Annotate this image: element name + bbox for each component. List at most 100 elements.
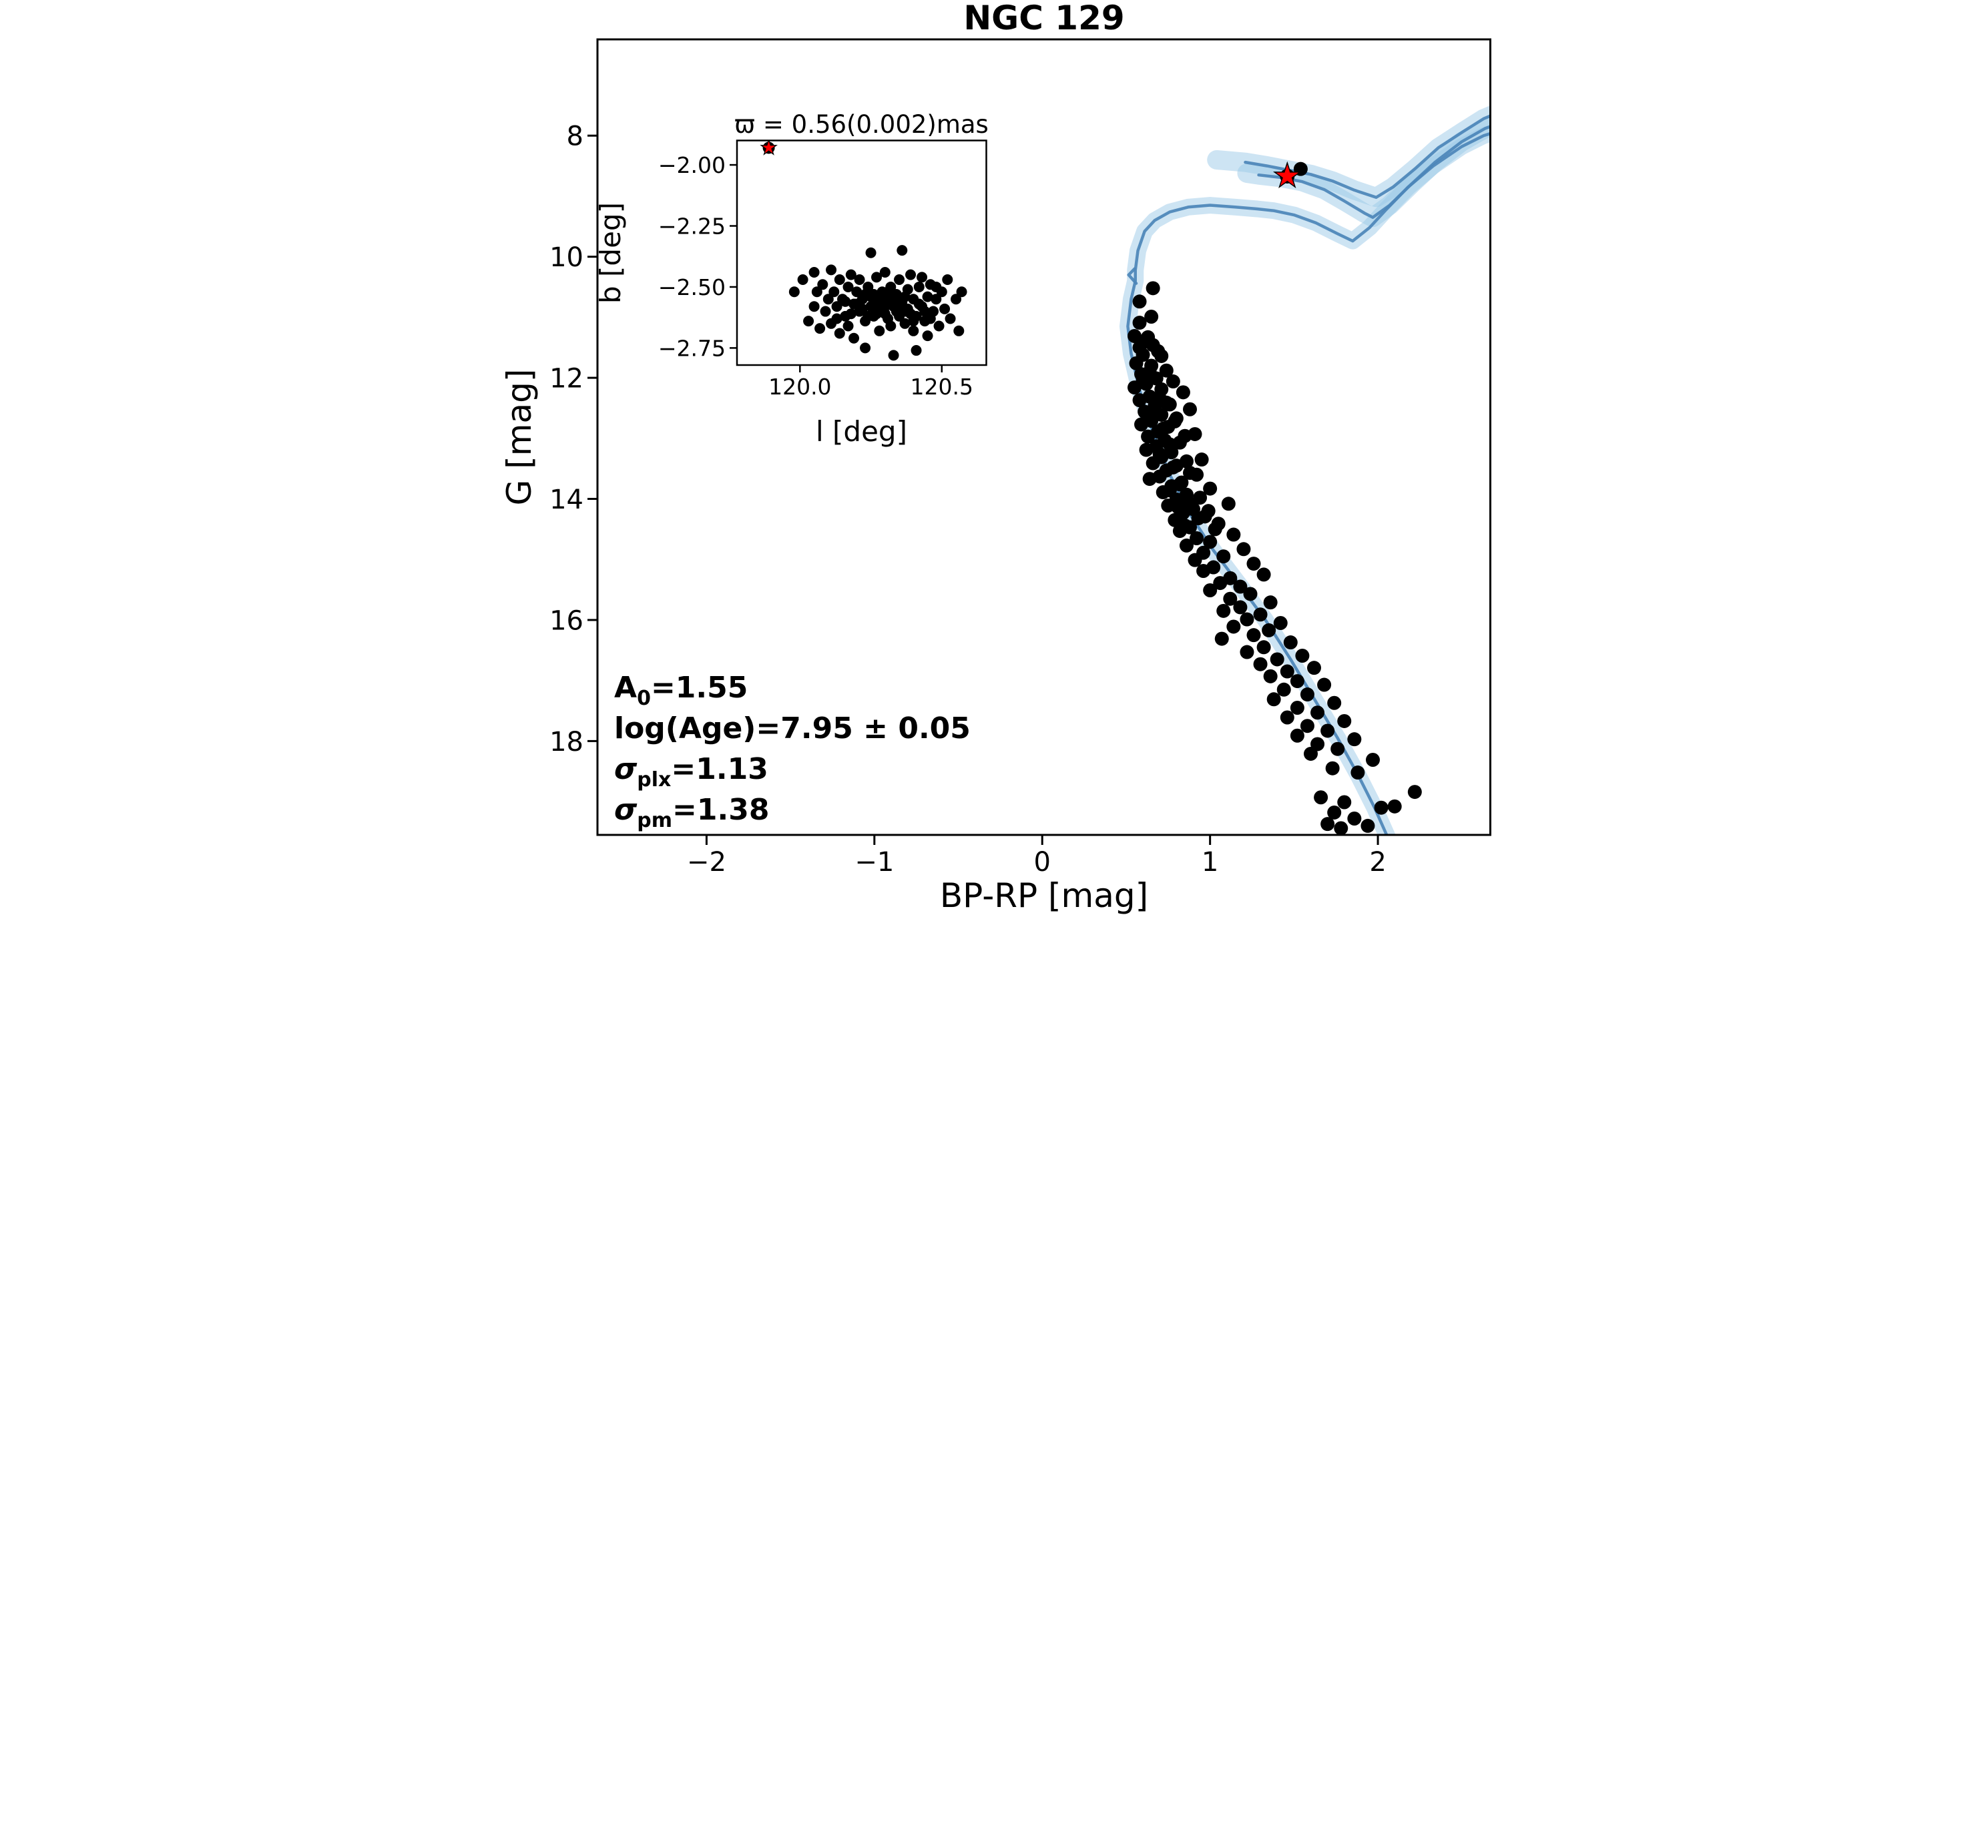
- star-point: [1336, 713, 1351, 728]
- star-point: [1290, 728, 1304, 743]
- star-point: [1325, 761, 1340, 776]
- inset-red-star-marker: [759, 140, 778, 156]
- star-point: [1303, 746, 1318, 761]
- member-point: [936, 286, 947, 298]
- star-point: [1407, 785, 1422, 800]
- y-tick-label: −2.75: [658, 335, 725, 361]
- star-point: [1162, 397, 1177, 412]
- star-point: [1127, 329, 1142, 343]
- x-tick-label: 120.5: [910, 374, 973, 400]
- y-tick-label: 12: [549, 363, 583, 394]
- x-tick-label: 2: [1369, 847, 1386, 878]
- member-point: [825, 264, 836, 276]
- member-point: [834, 328, 845, 339]
- member-point: [873, 325, 885, 336]
- star-point: [1316, 677, 1331, 692]
- annotation-subscript: plx: [637, 768, 671, 792]
- star-point: [1263, 669, 1278, 683]
- star-point: [1246, 557, 1260, 571]
- star-point: [1202, 583, 1217, 597]
- member-point: [822, 294, 834, 305]
- member-point: [842, 320, 854, 332]
- star-point: [1350, 765, 1364, 780]
- star-point: [1134, 417, 1148, 432]
- star-point: [1239, 612, 1254, 627]
- star-point: [1194, 452, 1209, 467]
- inset-x-axis-label: l [deg]: [816, 415, 907, 448]
- member-point: [919, 306, 930, 317]
- star-point: [1253, 607, 1268, 622]
- member-point: [845, 308, 856, 320]
- star-point: [1365, 753, 1380, 767]
- star-point: [1243, 587, 1257, 601]
- star-point: [1236, 542, 1250, 557]
- y-tick-label: 10: [549, 242, 583, 273]
- page-title: NGC 129: [963, 0, 1124, 37]
- star-point: [1192, 491, 1207, 505]
- star-point: [1156, 485, 1170, 500]
- member-point: [899, 318, 911, 329]
- member-point: [911, 310, 922, 322]
- main-plot-data-layer: [1119, 105, 1490, 835]
- star-point: [1306, 661, 1321, 675]
- star-point: [1290, 701, 1304, 715]
- inset-members-scatter: [788, 245, 967, 361]
- member-point: [845, 269, 856, 280]
- star-point: [1214, 631, 1229, 646]
- member-point: [831, 313, 842, 324]
- member-point: [842, 281, 854, 292]
- member-point: [831, 301, 842, 312]
- member-point: [939, 303, 950, 314]
- member-point: [879, 267, 891, 278]
- star-point: [1239, 645, 1254, 659]
- star-point: [1246, 628, 1260, 643]
- star-point: [1333, 821, 1348, 835]
- member-point: [854, 274, 865, 285]
- star-point: [1336, 795, 1351, 810]
- star-point: [1326, 805, 1341, 820]
- y-tick-label: −2.50: [658, 274, 725, 300]
- star-point: [1320, 723, 1334, 738]
- star-point: [1129, 356, 1144, 370]
- star-point: [1263, 595, 1278, 610]
- star-point: [1273, 616, 1288, 630]
- cluster-members-scatter: [1127, 162, 1422, 835]
- star-point: [1142, 472, 1157, 487]
- y-axis-label: G [mag]: [500, 369, 539, 506]
- star-point: [1270, 652, 1284, 667]
- star-point: [1202, 535, 1217, 549]
- member-point: [902, 284, 913, 295]
- star-point: [1221, 497, 1236, 511]
- star-point: [1330, 741, 1344, 756]
- member-point: [871, 272, 882, 283]
- annotation-subscript: pm: [637, 809, 672, 832]
- member-point: [905, 269, 916, 280]
- member-point: [945, 313, 956, 324]
- annotation-line: A0=1.55: [614, 671, 748, 710]
- y-tick-label: −2.25: [658, 213, 725, 239]
- star-point: [1216, 603, 1230, 618]
- star-point: [1326, 695, 1341, 710]
- member-point: [802, 316, 814, 327]
- member-point: [941, 274, 953, 285]
- member-point: [828, 286, 839, 298]
- isochrone-line: [1256, 125, 1490, 219]
- star-point: [1346, 812, 1361, 826]
- member-point: [811, 286, 822, 298]
- member-point: [907, 325, 919, 336]
- star-point: [1154, 348, 1168, 363]
- figure-background: [497, 0, 1491, 924]
- star-point: [1346, 732, 1361, 747]
- star-point: [1140, 429, 1155, 444]
- member-point: [816, 279, 828, 290]
- star-point: [1300, 719, 1314, 733]
- member-point: [933, 320, 945, 332]
- star-point: [1202, 481, 1217, 496]
- star-point: [1216, 549, 1230, 564]
- member-point: [797, 274, 808, 285]
- star-point: [1144, 310, 1158, 324]
- member-point: [893, 274, 905, 285]
- member-point: [862, 281, 873, 292]
- isochrone-turnoff-hook: [1126, 267, 1138, 285]
